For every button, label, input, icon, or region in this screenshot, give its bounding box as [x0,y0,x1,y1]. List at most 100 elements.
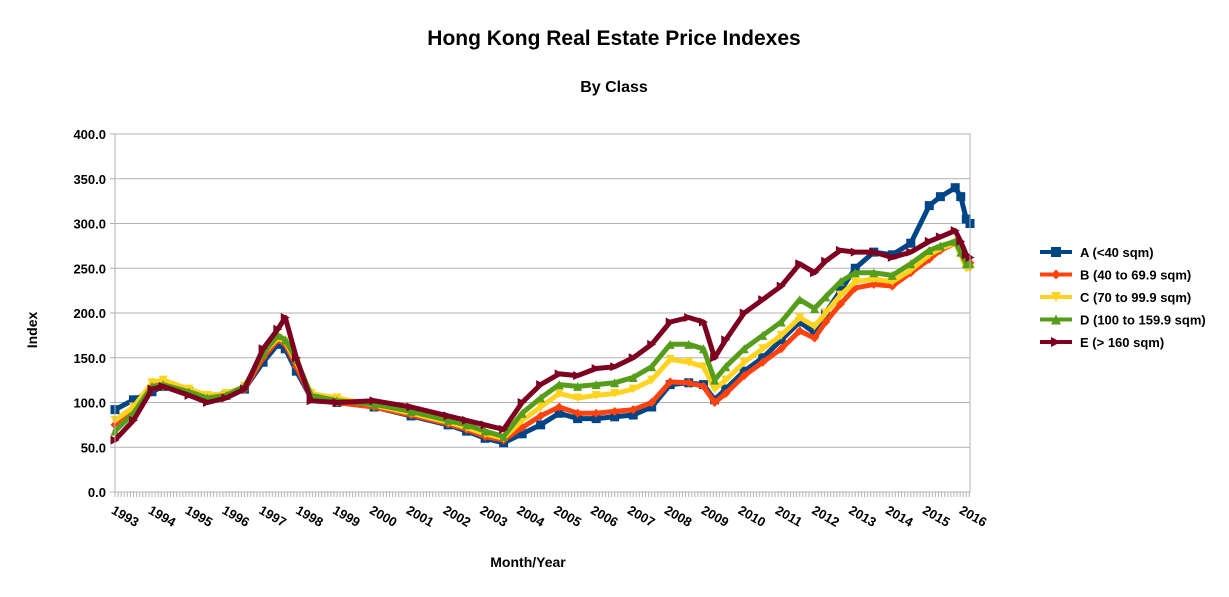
series-line-2 [112,240,973,441]
data-point [795,295,805,305]
data-point [956,236,966,246]
data-point [129,395,139,405]
x-tick-label: 2001 [404,502,437,529]
data-point [273,324,283,334]
data-point [699,344,709,354]
data-point [739,357,749,367]
data-point [573,408,583,418]
data-point [332,398,342,407]
data-point [758,295,768,305]
data-point [850,247,860,257]
data-point [591,414,601,424]
data-point [684,339,694,349]
data-point [869,268,879,278]
plot-area-frame [114,133,971,493]
data-point [739,308,749,318]
legend-label: B (40 to 69.9 sqm) [1080,268,1191,283]
data-point [810,268,820,278]
data-point [776,344,786,354]
data-point [887,250,897,260]
series-line-3 [112,238,973,439]
x-tick-label: 1996 [220,502,253,529]
data-point [924,201,934,211]
data-point [462,420,472,430]
data-point [573,381,583,391]
series-3 [110,236,975,442]
data-point [684,378,694,388]
data-point [795,326,805,336]
data-point [665,377,675,387]
x-tick-label: 2015 [920,502,953,529]
data-point [628,405,638,415]
data-point [369,399,379,409]
x-tick-label: 1993 [109,502,142,529]
data-point [887,253,897,263]
data-point [536,411,546,421]
data-point [758,357,768,367]
data-point [554,389,564,399]
data-point [591,363,601,373]
data-point [935,192,945,202]
data-point [536,380,546,390]
data-point [684,312,694,322]
data-point [950,226,960,236]
x-tick-label: 1999 [330,502,363,529]
data-point [869,247,879,257]
data-point [821,292,831,302]
data-point [821,256,831,266]
data-point [280,335,290,345]
x-tick-label: 1997 [256,502,289,529]
data-point [406,406,416,416]
data-point [850,277,860,287]
chart-subtitle: By Class [580,79,648,96]
data-point [443,415,453,425]
data-point [369,396,379,406]
data-point [699,362,709,372]
data-point [406,402,416,412]
data-point [795,259,805,269]
data-point [647,362,657,372]
series-4 [110,226,975,445]
x-tick-label: 2002 [441,502,474,529]
y-tick-label: 400.0 [73,127,106,142]
x-axis-ticks: 1993 1994 1995 1996 1997 1998 1999 2000 2001 2002… [109,492,990,530]
data-point [554,380,564,390]
data-point [203,398,213,407]
legend-label: A (<40 sqm) [1080,245,1154,260]
series-line-1 [112,240,973,443]
data-point [699,317,709,327]
data-point [554,402,564,412]
data-point [536,420,546,430]
data-point [665,355,675,365]
x-tick-label: 2008 [662,502,695,529]
data-point [499,424,509,434]
data-point [573,371,583,381]
data-point [443,411,453,421]
data-point [129,415,139,425]
data-point [591,390,601,400]
series-group [110,183,975,448]
y-axis-ticks: 0.0 50.0 100.0 150.0 200.0 250.0 300.0 350.0 400… [73,127,106,500]
data-point [536,402,546,412]
data-point [573,393,583,403]
data-point [721,362,731,372]
x-tick-label: 2000 [367,502,400,529]
data-point [810,333,820,343]
data-point [184,390,194,400]
data-point [536,393,546,403]
x-tick-label: 1998 [293,502,326,529]
data-point [480,420,490,430]
series-2 [110,238,975,443]
data-point [258,344,268,354]
data-point [956,192,966,202]
x-tick-label: 2014 [883,502,916,530]
legend-marker [1051,247,1061,257]
gridlines [110,133,970,493]
data-point [517,398,527,407]
x-tick-label: 1995 [183,502,216,529]
data-point [835,299,845,309]
data-point [950,183,960,193]
data-point [306,396,316,406]
